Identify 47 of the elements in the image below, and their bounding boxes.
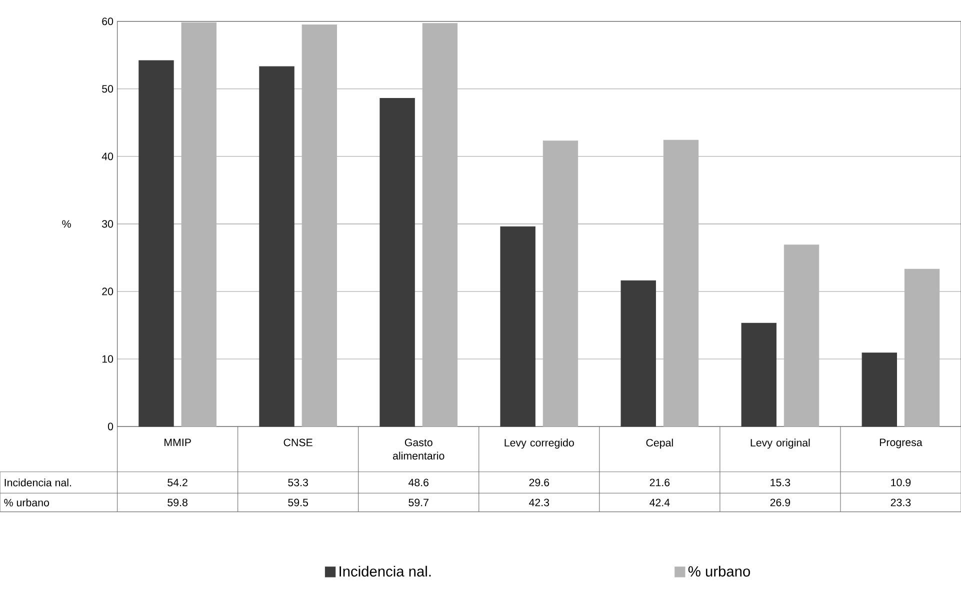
- y-tick-label: 0: [108, 422, 114, 430]
- data-label: 59.7: [408, 498, 428, 506]
- x-tick-label: Cepal: [646, 438, 673, 449]
- y-tick-label: 50: [102, 85, 114, 93]
- bar: [862, 352, 898, 427]
- text: Incidencia nal.: [4, 478, 71, 487]
- data-label: 59.8: [168, 498, 188, 506]
- bar: [741, 323, 776, 427]
- y-tick-label: 40: [102, 152, 114, 160]
- data-label: 54.2: [168, 478, 188, 486]
- y-axis-title: %: [62, 220, 71, 228]
- data-label: 23.3: [890, 498, 911, 506]
- bar: [380, 98, 415, 427]
- x-tick-label: Levy corregido: [504, 438, 574, 449]
- bar: [138, 60, 174, 427]
- x-tick-label: Progresa: [880, 438, 922, 448]
- bar: [302, 24, 338, 427]
- text: % urbano: [4, 498, 49, 507]
- x-tick-label: Levy original: [750, 438, 810, 449]
- data-label: 42.3: [529, 498, 550, 506]
- data-label: 10.9: [891, 478, 911, 486]
- data-label: 15.3: [770, 478, 790, 486]
- bar: [784, 244, 820, 427]
- data-label: 53.3: [288, 478, 308, 486]
- bar: [181, 22, 216, 427]
- y-tick-label: 60: [102, 18, 114, 26]
- bar: [259, 66, 294, 427]
- bar: [542, 140, 578, 427]
- bar: [904, 269, 940, 427]
- data-label: 26.9: [770, 498, 790, 506]
- legend-label: % urbano: [688, 566, 750, 577]
- data-label: 21.6: [650, 478, 670, 486]
- bar: [663, 140, 699, 427]
- data-label: 29.6: [529, 478, 550, 486]
- x-tick-label: Gasto alimentario: [393, 438, 444, 460]
- data-label: 59.5: [288, 498, 308, 506]
- y-tick-label: 10: [102, 355, 114, 363]
- x-tick-label: CNSE: [284, 438, 312, 446]
- y-tick-label: 20: [102, 288, 114, 296]
- data-label: 48.6: [408, 478, 429, 486]
- legend-label: Incidencia nal.: [340, 566, 431, 577]
- bar: [422, 23, 458, 427]
- bar: [500, 226, 536, 427]
- bar: [620, 280, 656, 427]
- y-tick-label: 30: [102, 220, 114, 228]
- x-tick-label: MMIP: [164, 438, 191, 446]
- data-label: 42.4: [650, 498, 670, 506]
